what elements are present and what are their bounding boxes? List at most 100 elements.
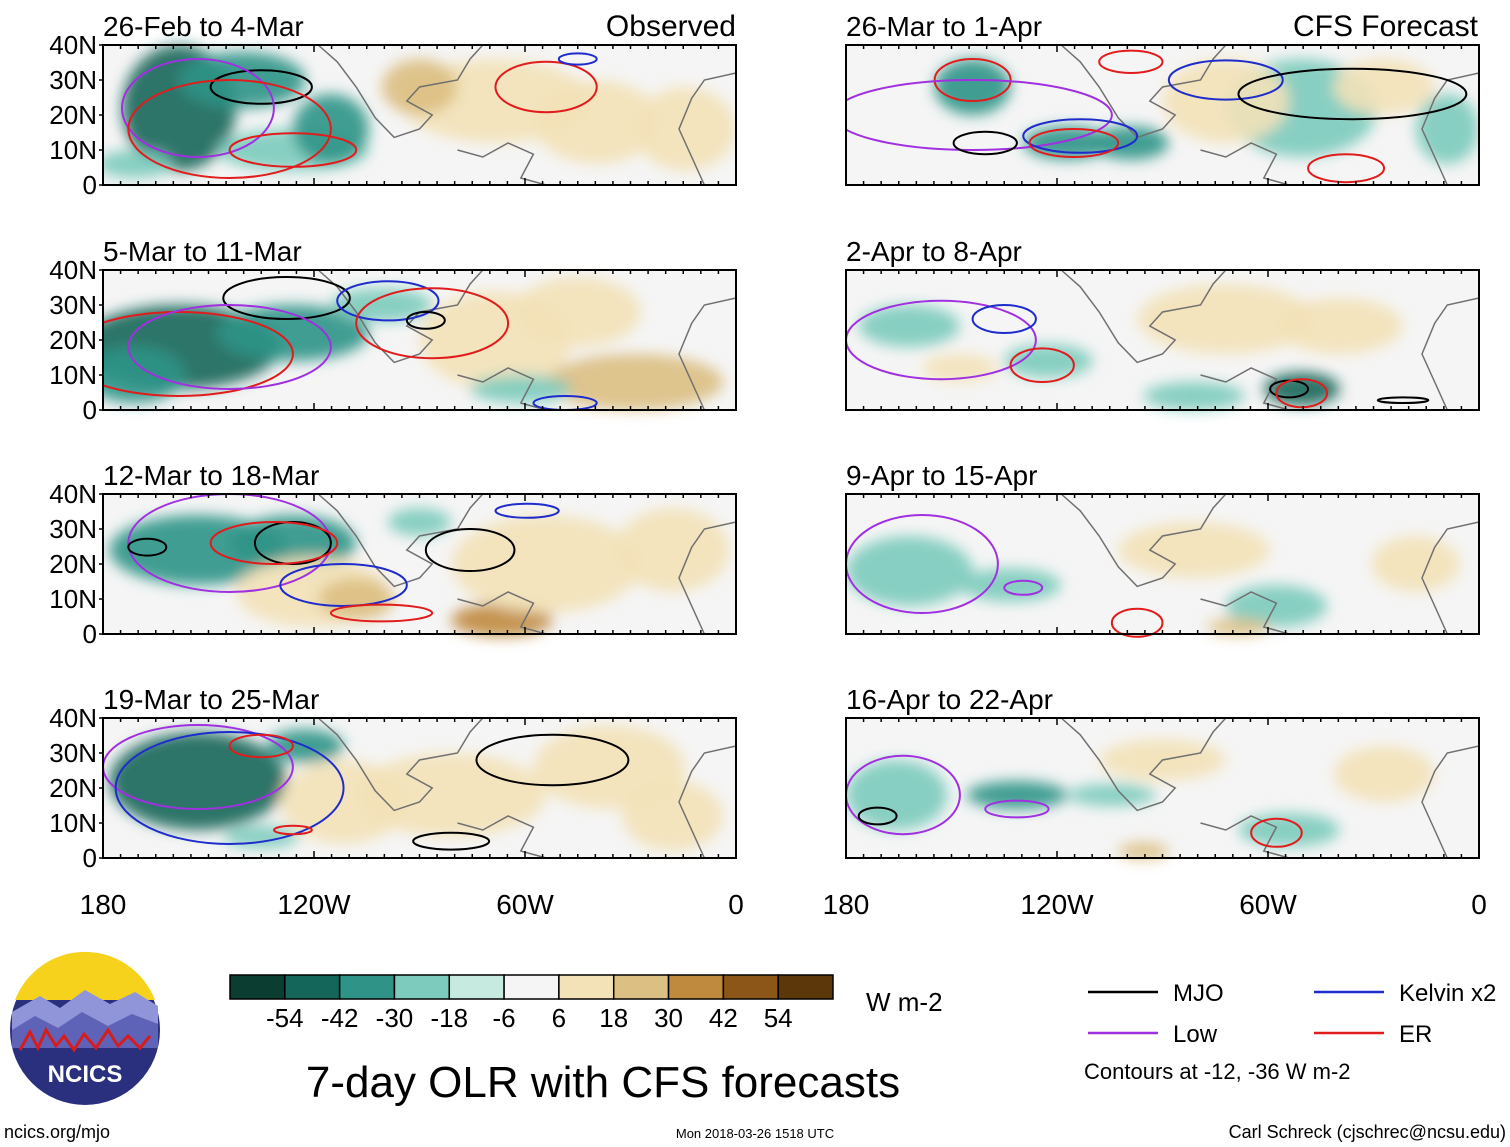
- olr-anomaly-blob: [934, 59, 1011, 115]
- contour-low: [984, 799, 1050, 819]
- lat-tick-label: 20N: [49, 549, 97, 579]
- colorbar-swatch: [612, 974, 670, 1000]
- olr-anomaly-blob: [966, 781, 1068, 809]
- olr-anomaly-blob: [223, 825, 300, 849]
- contour-mjo: [127, 537, 168, 557]
- lat-tick-label: 40N: [49, 703, 97, 733]
- olr-anomaly-blob: [622, 781, 724, 851]
- lat-tick-label: 0: [83, 619, 97, 649]
- colorbar-label: 6: [552, 1003, 566, 1033]
- contour-mjo: [209, 69, 313, 105]
- colorbar-label: 54: [764, 1003, 793, 1033]
- contour-low: [846, 754, 961, 836]
- contour-mjo: [475, 733, 630, 787]
- contour-er: [355, 287, 510, 360]
- contour-er: [127, 79, 332, 179]
- lat-tick-label: 0: [83, 170, 97, 200]
- olr-anomaly-blob: [546, 354, 724, 410]
- olr-anomaly-blob: [470, 375, 572, 403]
- lon-tick-label: 120W: [277, 889, 351, 920]
- legend: MJO Kelvin x2 Low ER: [1088, 980, 1496, 1048]
- contour-note: Contours at -12, -36 W m-2: [1084, 1059, 1351, 1084]
- colorbar-swatch: [284, 974, 341, 1000]
- panel-title: 9-Apr to 15-Apr: [846, 460, 1037, 491]
- contour-mjo: [952, 130, 1018, 156]
- panel-title: 19-Mar to 25-Mar: [103, 684, 319, 715]
- contour-kelvin-x2: [1167, 59, 1284, 101]
- olr-anomaly-blob: [921, 354, 998, 382]
- contour-er: [209, 521, 339, 565]
- olr-anomaly-blob: [387, 508, 452, 536]
- colorbar-label: 30: [654, 1003, 683, 1033]
- olr-anomaly-blob: [846, 536, 973, 606]
- olr-anomaly-blob: [1225, 585, 1328, 627]
- units-label: W m-2: [866, 987, 943, 1017]
- colorbar-label: -18: [430, 1003, 468, 1033]
- olr-anomaly-blob: [1238, 813, 1340, 847]
- colorbar-swatch: [338, 974, 396, 1000]
- lat-tick-label: 30N: [49, 290, 97, 320]
- contour-er: [1028, 128, 1120, 158]
- contour-low: [103, 724, 294, 810]
- olr-anomaly-blob: [103, 347, 186, 403]
- contour-mjo: [412, 831, 491, 851]
- author-credit: Carl Schreck (cjschrec@ncsu.edu): [1229, 1122, 1506, 1142]
- olr-anomaly-blob: [1067, 783, 1157, 807]
- olr-anomaly-blob: [634, 87, 736, 171]
- olr-anomaly-blob: [1415, 94, 1479, 164]
- contour-mjo: [1376, 396, 1430, 405]
- colorbar-swatch: [229, 974, 286, 1000]
- contour-er: [329, 603, 434, 623]
- contour-er: [1110, 607, 1164, 638]
- panel-title: 26-Mar to 1-Apr: [846, 11, 1042, 42]
- olr-field: [109, 725, 724, 851]
- panel-title: 2-Apr to 8-Apr: [846, 236, 1022, 267]
- coastline-africa: [678, 745, 736, 859]
- lat-tick-label: 10N: [49, 584, 97, 614]
- contour-kelvin-x2: [114, 731, 345, 845]
- lat-tick-label: 10N: [49, 360, 97, 390]
- olr-field: [103, 45, 736, 178]
- contour-mjo: [857, 806, 898, 826]
- colorbar-label: 18: [599, 1003, 628, 1033]
- legend-label: Kelvin x2: [1399, 980, 1496, 1007]
- contour-er: [1098, 49, 1164, 74]
- lon-tick-label: 120W: [1020, 889, 1094, 920]
- lat-tick-label: 40N: [49, 30, 97, 60]
- contour-kelvin-x2: [336, 280, 440, 322]
- svg-text:NCICS: NCICS: [48, 1061, 123, 1088]
- colorbar: -54 -42 -30 -18 -6 6 18 30 42 54: [229, 974, 834, 1033]
- colorbar-swatch: [558, 974, 615, 1000]
- coastline-africa: [678, 521, 736, 635]
- contour-er: [272, 824, 313, 836]
- colorbar-label: -30: [376, 1003, 414, 1033]
- contour-kelvin-x2: [971, 304, 1037, 334]
- contour-er: [103, 311, 294, 397]
- lat-tick-label: 10N: [49, 135, 97, 165]
- colorbar-swatch: [448, 974, 505, 1000]
- coastline-africa: [678, 297, 736, 411]
- legend-label: Low: [1173, 1021, 1218, 1048]
- olr-panel: 9-Apr to 15-Apr: [845, 460, 1480, 638]
- panel-title: 16-Apr to 22-Apr: [846, 684, 1053, 715]
- olr-anomaly-blob: [229, 515, 357, 571]
- lat-tick-label: 30N: [49, 738, 97, 768]
- lat-tick-label: 40N: [49, 255, 97, 285]
- lat-tick-label: 30N: [49, 514, 97, 544]
- olr-anomaly-blob: [1276, 298, 1404, 354]
- contour-er: [1275, 378, 1329, 409]
- contour-low: [1003, 579, 1044, 596]
- observed-label: Observed: [606, 10, 736, 43]
- olr-field: [846, 739, 1435, 860]
- lat-tick-label: 20N: [49, 325, 97, 355]
- contour-mjo: [405, 311, 446, 330]
- colorbar-label: -6: [493, 1003, 516, 1033]
- lat-tick-label: 0: [83, 395, 97, 425]
- olr-anomaly-blob: [1371, 536, 1461, 592]
- contour-er: [1307, 153, 1386, 184]
- olr-anomaly-blob: [109, 732, 287, 830]
- contour-kelvin-x2: [557, 52, 598, 66]
- olr-anomaly-blob: [1004, 344, 1093, 378]
- panel-title: 26-Feb to 4-Mar: [103, 11, 304, 42]
